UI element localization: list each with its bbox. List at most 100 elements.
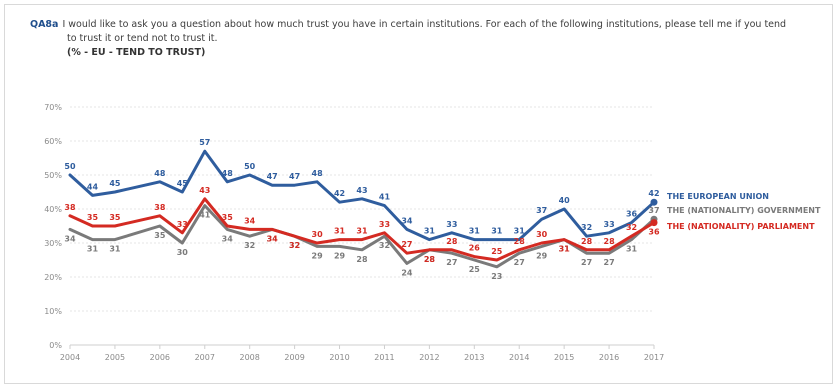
x-tick-label: 2008 — [240, 353, 260, 362]
question-line-1: QA8a I would like to ask you a question a… — [30, 18, 830, 32]
data-label: 32 — [244, 241, 255, 250]
x-tick-label: 2007 — [195, 353, 215, 362]
data-label: 31 — [469, 227, 481, 236]
y-tick-label: 70% — [44, 103, 62, 112]
data-label: 42 — [334, 189, 345, 198]
data-label: 27 — [604, 258, 615, 267]
data-label: 31 — [626, 245, 638, 254]
question-text: I would like to ask you a question about… — [62, 19, 787, 30]
data-label: 48 — [154, 169, 166, 178]
data-label: 45 — [177, 179, 189, 188]
data-label: 34 — [267, 234, 279, 243]
data-label: 40 — [559, 196, 571, 205]
legend-entry: THE EUROPEAN UNION — [667, 192, 769, 201]
data-label: 34 — [244, 216, 256, 225]
series-end-marker — [650, 198, 658, 206]
data-label: 27 — [401, 240, 412, 249]
y-tick-label: 40% — [44, 205, 62, 214]
data-label: 34 — [267, 234, 279, 243]
y-tick-label: 20% — [44, 273, 62, 282]
data-label: 29 — [334, 251, 346, 260]
data-label: 30 — [312, 230, 324, 239]
data-label: 33 — [177, 220, 188, 229]
y-tick-label: 50% — [44, 171, 62, 180]
data-label: 32 — [581, 223, 592, 232]
x-tick-label: 2006 — [150, 353, 170, 362]
data-label: 50 — [244, 162, 256, 171]
x-tick-label: 2005 — [105, 353, 125, 362]
data-label: 26 — [469, 244, 481, 253]
data-label: 35 — [154, 231, 166, 240]
x-tick-label: 2009 — [284, 353, 304, 362]
legend-entry: THE (NATIONALITY) PARLIAMENT — [667, 222, 815, 231]
data-label: 28 — [446, 237, 458, 246]
series-line — [68, 197, 656, 262]
data-label: 23 — [491, 272, 502, 281]
data-label: 32 — [289, 241, 300, 250]
data-label: 35 — [109, 213, 121, 222]
data-label: 34 — [401, 216, 413, 225]
data-label: 36 — [648, 228, 660, 237]
data-label: 33 — [604, 220, 615, 229]
data-label: 28 — [356, 255, 368, 264]
data-label: 27 — [581, 258, 592, 267]
data-label: 31 — [334, 227, 346, 236]
data-label: 25 — [469, 265, 481, 274]
data-label: 44 — [87, 182, 99, 191]
data-label: 32 — [626, 223, 637, 232]
data-label: 28 — [581, 237, 593, 246]
data-label: 48 — [312, 169, 324, 178]
data-label: 34 — [222, 234, 234, 243]
y-tick-label: 30% — [44, 239, 62, 248]
data-label: 37 — [648, 206, 659, 215]
x-tick-label: 2014 — [509, 353, 529, 362]
question-header: QA8a I would like to ask you a question a… — [30, 18, 830, 60]
chart-subtitle: (% - EU - TEND TO TRUST) — [67, 47, 206, 58]
data-label: 37 — [536, 206, 547, 215]
data-label: 50 — [64, 162, 76, 171]
data-label: 30 — [536, 230, 548, 239]
data-label: 34 — [64, 234, 76, 243]
data-label: 43 — [199, 186, 210, 195]
y-tick-label: 0% — [49, 341, 62, 350]
data-label: 32 — [379, 241, 390, 250]
x-tick-label: 2016 — [599, 353, 619, 362]
data-label: 31 — [87, 245, 99, 254]
data-label: 31 — [109, 245, 121, 254]
legend-entry: THE (NATIONALITY) GOVERNMENT — [667, 206, 821, 215]
data-label: 30 — [177, 248, 189, 257]
data-label: 25 — [491, 247, 503, 256]
data-label: 31 — [356, 227, 368, 236]
data-label: 47 — [267, 172, 278, 181]
data-label: 27 — [446, 258, 457, 267]
question-line-2: to trust it or tend not to trust it. — [67, 33, 218, 44]
data-label: 28 — [424, 255, 436, 264]
series-end-marker — [650, 219, 658, 227]
chart-frame — [4, 4, 833, 384]
data-label: 31 — [559, 245, 571, 254]
x-tick-label: 2004 — [60, 353, 80, 362]
data-label: 41 — [379, 193, 391, 202]
data-label: 42 — [648, 189, 659, 198]
data-label: 48 — [222, 169, 234, 178]
data-label: 31 — [424, 227, 436, 236]
data-label: 38 — [64, 203, 76, 212]
x-tick-label: 2011 — [374, 353, 394, 362]
series-line — [68, 149, 656, 242]
data-label: 31 — [559, 245, 571, 254]
data-label: 38 — [154, 203, 166, 212]
question-code: QA8a — [30, 19, 59, 30]
data-label: 24 — [401, 268, 413, 277]
data-label: 43 — [356, 186, 367, 195]
data-label: 57 — [199, 138, 210, 147]
data-label: 33 — [446, 220, 457, 229]
data-label: 28 — [514, 237, 526, 246]
data-label: 29 — [312, 251, 324, 260]
data-label: 36 — [626, 210, 638, 219]
x-tick-label: 2015 — [554, 353, 574, 362]
x-tick-label: 2013 — [464, 353, 484, 362]
data-label: 31 — [491, 227, 503, 236]
data-label: 28 — [604, 237, 616, 246]
data-label: 27 — [514, 258, 525, 267]
